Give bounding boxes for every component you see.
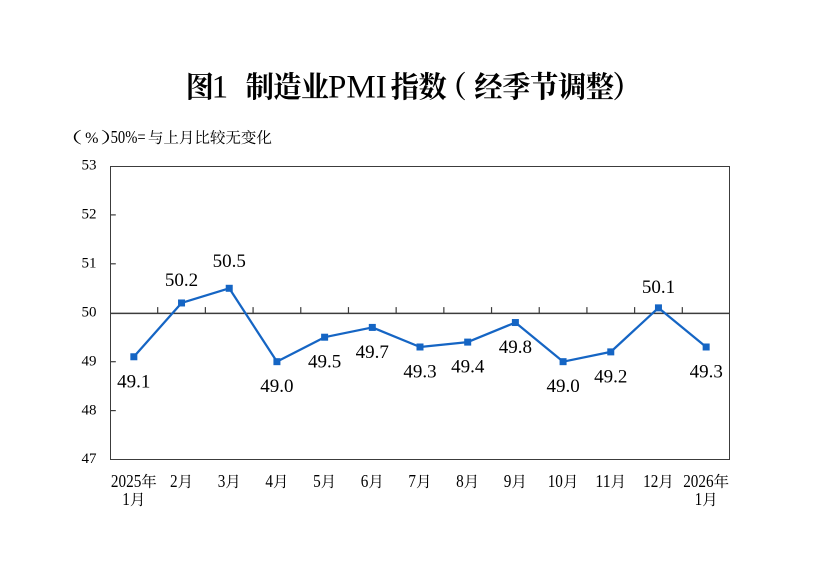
svg-text:50: 50 [82,304,97,320]
svg-text:49.8: 49.8 [499,337,532,358]
svg-text:50.5: 50.5 [213,251,246,272]
svg-text:%: % [85,130,98,147]
svg-text:50%=: 50%= [111,127,146,147]
svg-text:9: 9 [504,471,512,491]
svg-text:5: 5 [313,471,321,491]
svg-text:2026: 2026 [683,471,713,491]
svg-text:49.0: 49.0 [546,376,579,397]
svg-text:52: 52 [82,207,97,223]
svg-text:7: 7 [408,471,416,491]
svg-text:12: 12 [643,471,658,491]
svg-text:2025: 2025 [111,471,141,491]
svg-text:1: 1 [695,489,703,509]
svg-text:2: 2 [170,471,178,491]
svg-text:49.1: 49.1 [117,371,150,392]
svg-text:49.4: 49.4 [451,357,485,378]
svg-text:49.3: 49.3 [403,362,436,383]
svg-text:48: 48 [82,402,97,418]
svg-text:3: 3 [218,471,226,491]
svg-text:49: 49 [82,353,97,369]
svg-text:50.2: 50.2 [165,270,198,291]
svg-text:49.2: 49.2 [594,366,627,387]
svg-text:PMI: PMI [328,69,387,105]
svg-text:51: 51 [82,256,97,272]
svg-text:11: 11 [595,471,610,491]
svg-text:1: 1 [212,69,229,105]
svg-text:49.0: 49.0 [260,376,293,397]
svg-text:8: 8 [456,471,464,491]
svg-text:47: 47 [82,451,98,467]
svg-text:10: 10 [548,471,563,491]
svg-text:4: 4 [265,471,273,491]
svg-text:6: 6 [361,471,369,491]
svg-text:53: 53 [82,158,97,174]
svg-text:49.7: 49.7 [356,342,389,363]
svg-text:50.1: 50.1 [642,277,675,298]
svg-text:49.3: 49.3 [690,362,723,383]
svg-text:49.5: 49.5 [308,352,341,373]
svg-text:1: 1 [122,489,130,509]
